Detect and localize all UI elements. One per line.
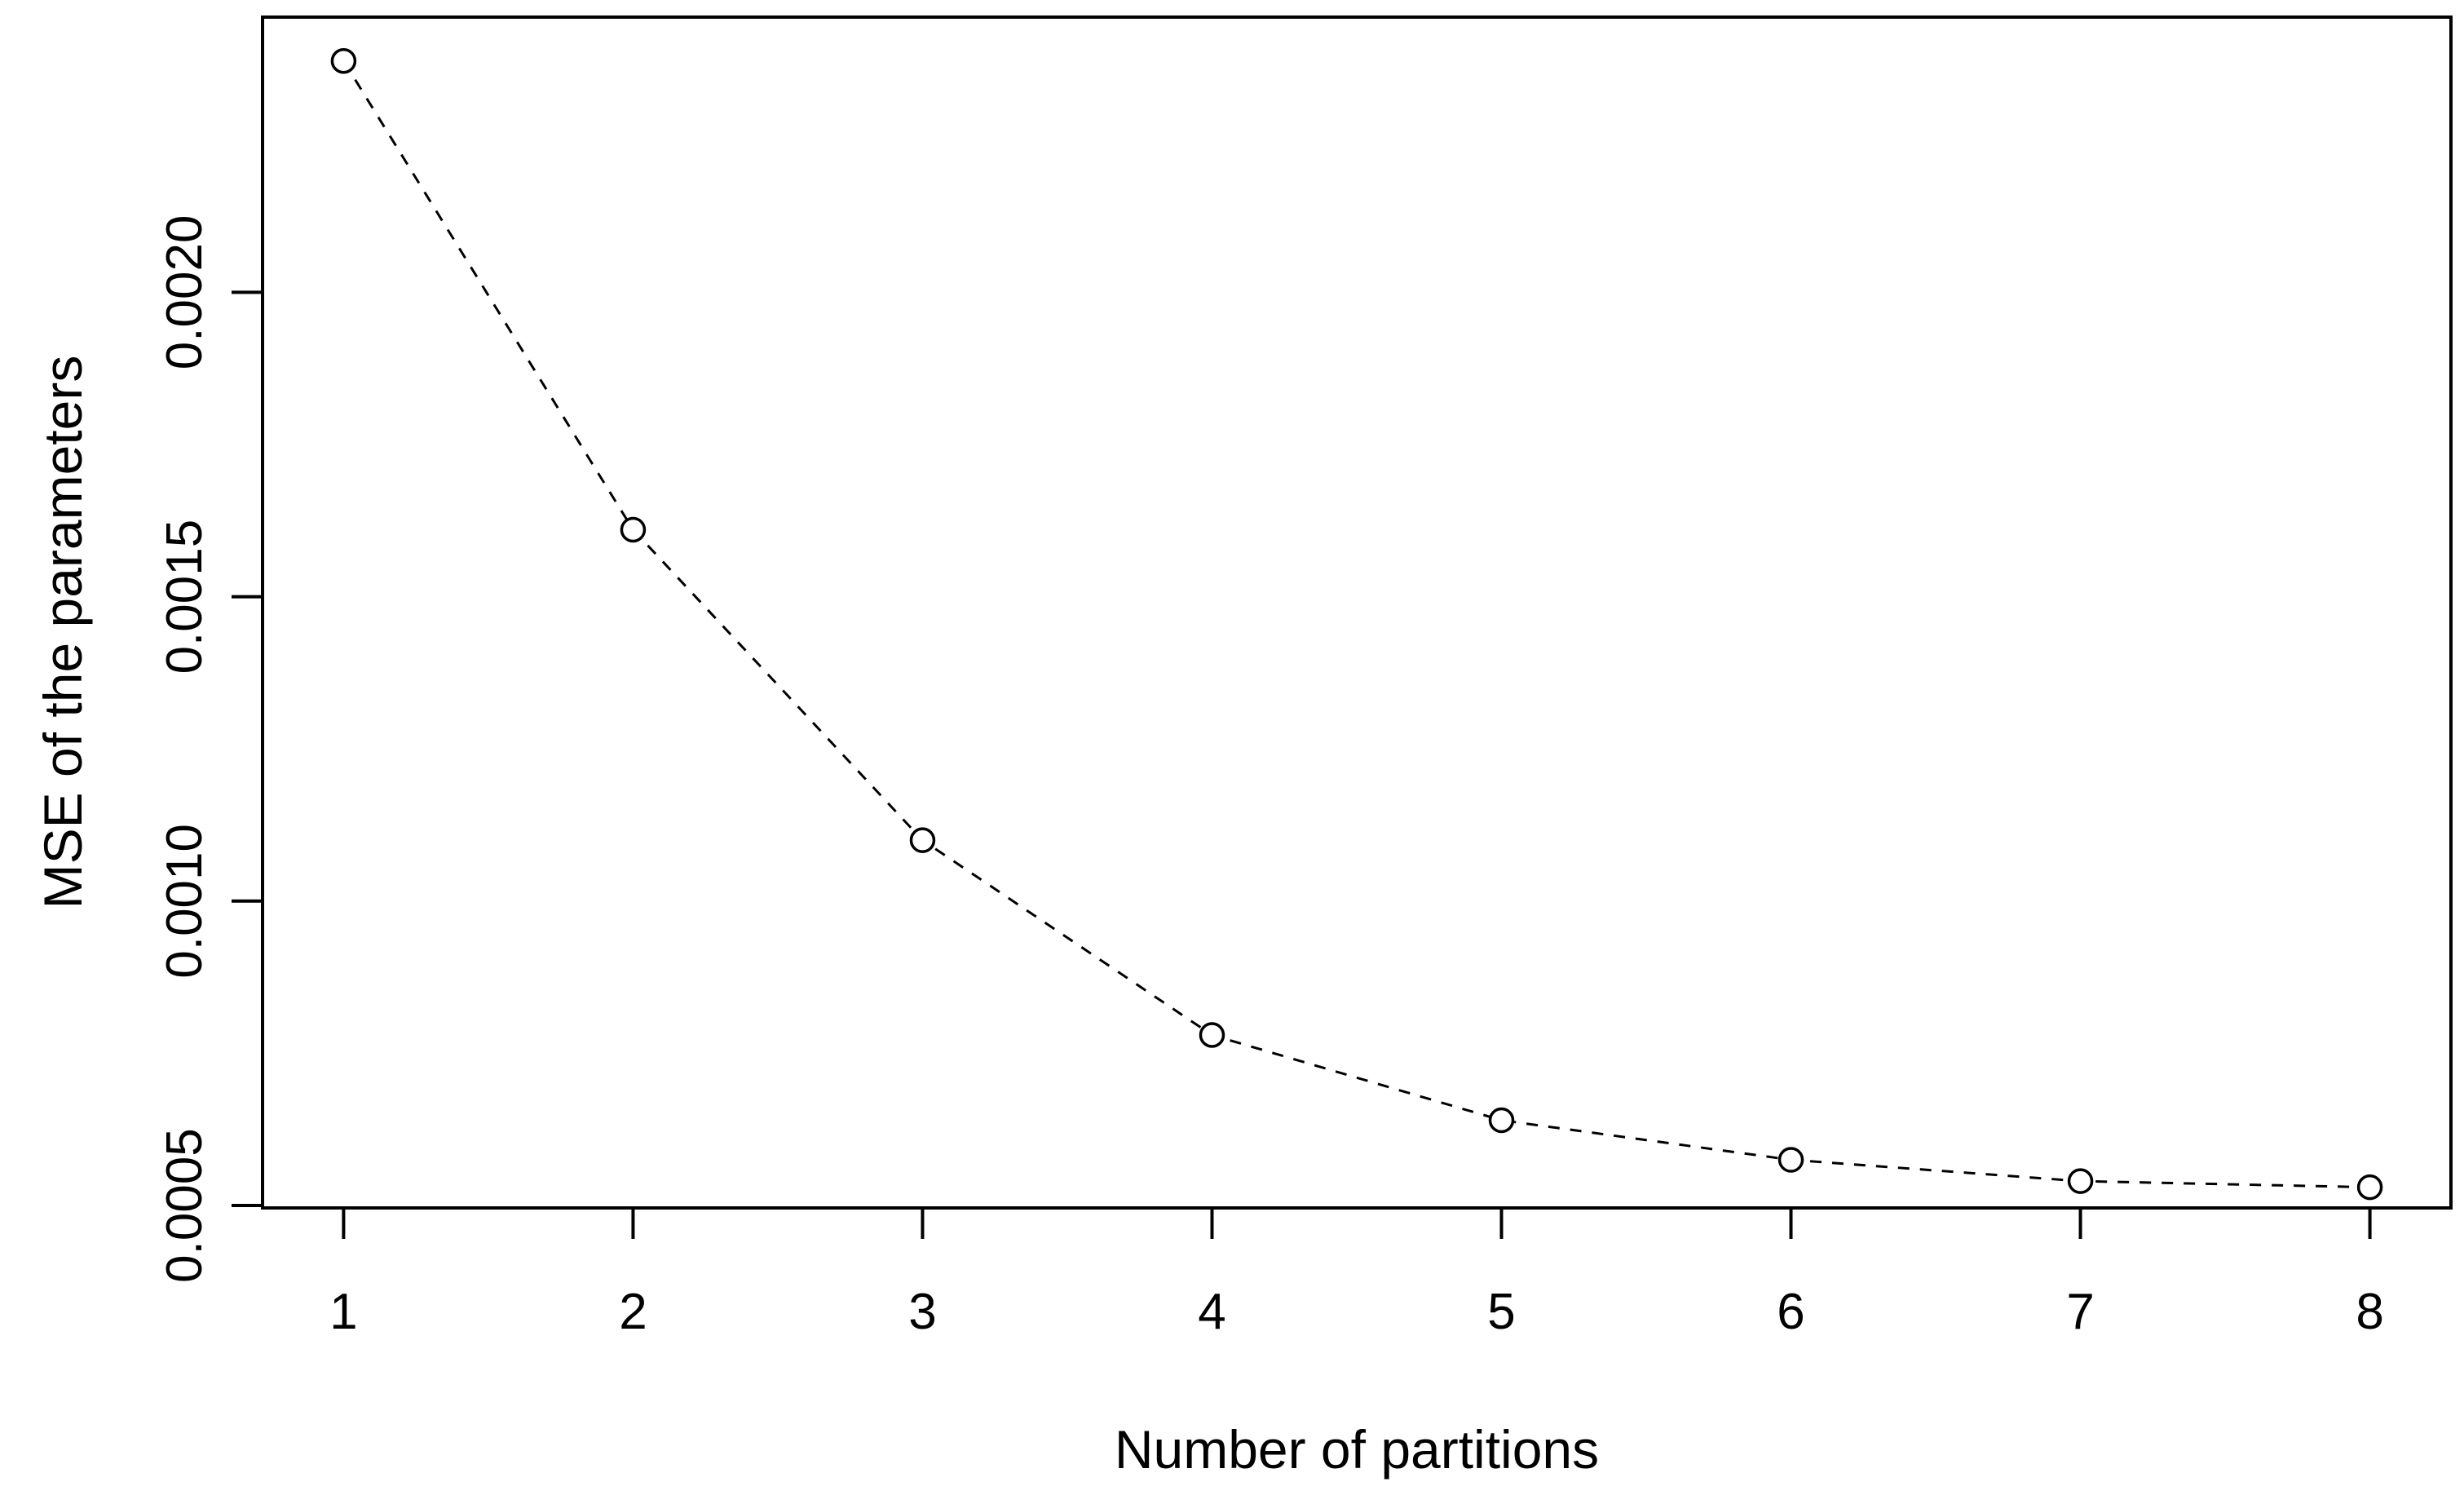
- y-tick-label: 0.0015: [157, 520, 213, 675]
- data-point-marker: [1199, 1022, 1225, 1048]
- data-point-marker: [620, 516, 647, 543]
- data-point-marker: [330, 47, 357, 74]
- x-tick-label: 7: [2066, 1284, 2094, 1340]
- y-tick-label: 0.0010: [157, 824, 213, 979]
- data-point-marker: [2067, 1168, 2094, 1194]
- data-points: [330, 47, 2383, 1201]
- y-tick-label: 0.0020: [157, 215, 213, 370]
- data-point-marker: [2356, 1174, 2383, 1201]
- series-dashed-line: [342, 60, 2370, 1189]
- y-tick-label: 0.0005: [157, 1128, 213, 1283]
- x-tick-label: 5: [1487, 1284, 1515, 1340]
- axis-ticks: [232, 290, 2372, 1239]
- data-point-marker: [1777, 1147, 1804, 1173]
- y-axis-title: MSE of the parameters: [33, 356, 93, 909]
- data-point-marker: [1488, 1107, 1515, 1134]
- x-tick-label: 1: [329, 1284, 357, 1340]
- x-axis-title: Number of partitions: [1115, 1419, 1599, 1480]
- x-tick-label: 6: [1777, 1284, 1804, 1340]
- x-tick-label: 2: [619, 1284, 647, 1340]
- x-tick-label: 3: [908, 1284, 936, 1340]
- data-point-marker: [909, 827, 936, 853]
- data-line: [342, 60, 2370, 1189]
- x-tick-label: 8: [2356, 1284, 2383, 1340]
- plot-frame: [261, 15, 2453, 1210]
- axis-tick-labels: 1 2 3 4 5 6 7 8 0.0005 0.0010 0.0015 0.0020: [157, 215, 2384, 1340]
- x-tick-label: 4: [1198, 1284, 1225, 1340]
